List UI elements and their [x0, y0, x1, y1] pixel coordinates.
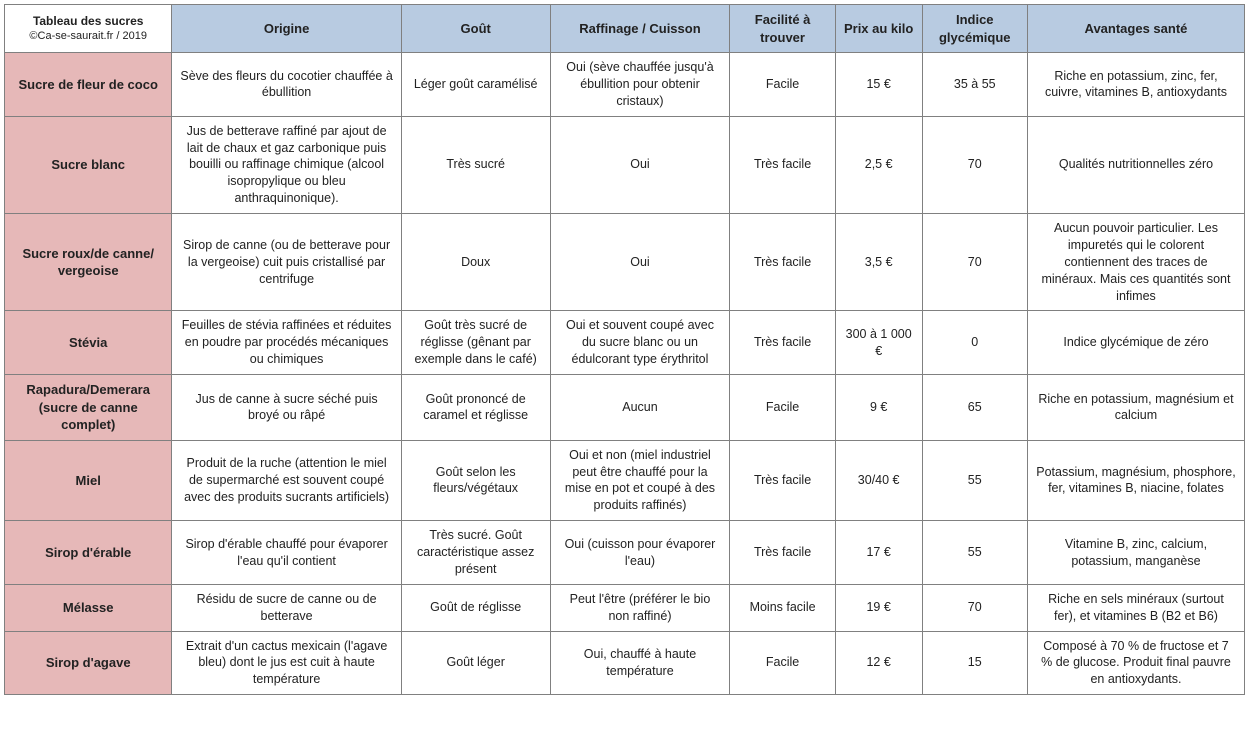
cell-5-4: 30/40 € — [835, 440, 922, 521]
cell-0-3: Facile — [730, 53, 835, 117]
row-header-6: Sirop d'érable — [5, 521, 172, 585]
cell-1-0: Jus de betterave raffiné par ajout de la… — [172, 116, 401, 213]
cell-2-5: 70 — [922, 214, 1027, 311]
cell-6-2: Oui (cuisson pour évaporer l'eau) — [550, 521, 730, 585]
cell-1-1: Très sucré — [401, 116, 550, 213]
cell-2-1: Doux — [401, 214, 550, 311]
cell-0-5: 35 à 55 — [922, 53, 1027, 117]
col-header-3: Facilité à trouver — [730, 5, 835, 53]
cell-4-6: Riche en potassium, magnésium et calcium — [1027, 375, 1244, 441]
table-subtitle: ©Ca-se-saurait.fr / 2019 — [13, 29, 163, 44]
cell-5-5: 55 — [922, 440, 1027, 521]
row-header-2: Sucre roux/de canne/ vergeoise — [5, 214, 172, 311]
cell-1-5: 70 — [922, 116, 1027, 213]
row-header-7: Mélasse — [5, 584, 172, 631]
cell-2-3: Très facile — [730, 214, 835, 311]
row-header-0: Sucre de fleur de coco — [5, 53, 172, 117]
cell-0-1: Léger goût caramélisé — [401, 53, 550, 117]
cell-6-4: 17 € — [835, 521, 922, 585]
table-row: MélasseRésidu de sucre de canne ou de be… — [5, 584, 1245, 631]
table-row: Sucre roux/de canne/ vergeoiseSirop de c… — [5, 214, 1245, 311]
cell-7-6: Riche en sels minéraux (surtout fer), et… — [1027, 584, 1244, 631]
cell-0-2: Oui (sève chauffée jusqu'à ébullition po… — [550, 53, 730, 117]
row-header-1: Sucre blanc — [5, 116, 172, 213]
cell-3-3: Très facile — [730, 311, 835, 375]
cell-2-2: Oui — [550, 214, 730, 311]
cell-7-5: 70 — [922, 584, 1027, 631]
table-row: Sucre de fleur de cocoSève des fleurs du… — [5, 53, 1245, 117]
table-row: Rapadura/Demerara (sucre de canne comple… — [5, 375, 1245, 441]
cell-3-1: Goût très sucré de réglisse (gênant par … — [401, 311, 550, 375]
col-header-2: Raffinage / Cuisson — [550, 5, 730, 53]
cell-7-2: Peut l'être (préférer le bio non raffiné… — [550, 584, 730, 631]
cell-8-6: Composé à 70 % de fructose et 7 % de glu… — [1027, 631, 1244, 695]
table-row: Sucre blancJus de betterave raffiné par … — [5, 116, 1245, 213]
row-header-5: Miel — [5, 440, 172, 521]
table-row: StéviaFeuilles de stévia raffinées et ré… — [5, 311, 1245, 375]
cell-6-3: Très facile — [730, 521, 835, 585]
cell-1-4: 2,5 € — [835, 116, 922, 213]
cell-4-2: Aucun — [550, 375, 730, 441]
cell-8-5: 15 — [922, 631, 1027, 695]
cell-0-6: Riche en potassium, zinc, fer, cuivre, v… — [1027, 53, 1244, 117]
header-row: Tableau des sucres ©Ca-se-saurait.fr / 2… — [5, 5, 1245, 53]
cell-3-4: 300 à 1 000 € — [835, 311, 922, 375]
cell-7-1: Goût de réglisse — [401, 584, 550, 631]
cell-1-6: Qualités nutritionnelles zéro — [1027, 116, 1244, 213]
cell-8-2: Oui, chauffé à haute température — [550, 631, 730, 695]
cell-5-2: Oui et non (miel industriel peut être ch… — [550, 440, 730, 521]
cell-6-0: Sirop d'érable chauffé pour évaporer l'e… — [172, 521, 401, 585]
row-header-4: Rapadura/Demerara (sucre de canne comple… — [5, 375, 172, 441]
cell-3-2: Oui et souvent coupé avec du sucre blanc… — [550, 311, 730, 375]
col-header-4: Prix au kilo — [835, 5, 922, 53]
row-header-3: Stévia — [5, 311, 172, 375]
cell-4-5: 65 — [922, 375, 1027, 441]
table-title: Tableau des sucres — [13, 13, 163, 29]
cell-4-0: Jus de canne à sucre séché puis broyé ou… — [172, 375, 401, 441]
cell-8-1: Goût léger — [401, 631, 550, 695]
cell-1-2: Oui — [550, 116, 730, 213]
sugars-table: Tableau des sucres ©Ca-se-saurait.fr / 2… — [4, 4, 1245, 695]
cell-4-4: 9 € — [835, 375, 922, 441]
table-row: Sirop d'agaveExtrait d'un cactus mexicai… — [5, 631, 1245, 695]
cell-0-4: 15 € — [835, 53, 922, 117]
cell-0-0: Sève des fleurs du cocotier chauffée à é… — [172, 53, 401, 117]
cell-2-6: Aucun pouvoir particulier. Les impuretés… — [1027, 214, 1244, 311]
table-row: Sirop d'érableSirop d'érable chauffé pou… — [5, 521, 1245, 585]
cell-5-6: Potassium, magnésium, phosphore, fer, vi… — [1027, 440, 1244, 521]
cell-8-0: Extrait d'un cactus mexicain (l'agave bl… — [172, 631, 401, 695]
cell-6-5: 55 — [922, 521, 1027, 585]
col-header-0: Origine — [172, 5, 401, 53]
cell-5-1: Goût selon les fleurs/végétaux — [401, 440, 550, 521]
cell-2-4: 3,5 € — [835, 214, 922, 311]
row-header-8: Sirop d'agave — [5, 631, 172, 695]
cell-7-4: 19 € — [835, 584, 922, 631]
col-header-5: Indice glycémique — [922, 5, 1027, 53]
cell-2-0: Sirop de canne (ou de betterave pour la … — [172, 214, 401, 311]
cell-7-0: Résidu de sucre de canne ou de betterave — [172, 584, 401, 631]
col-header-6: Avantages santé — [1027, 5, 1244, 53]
col-header-1: Goût — [401, 5, 550, 53]
cell-7-3: Moins facile — [730, 584, 835, 631]
cell-3-5: 0 — [922, 311, 1027, 375]
cell-1-3: Très facile — [730, 116, 835, 213]
cell-6-1: Très sucré. Goût caractéristique assez p… — [401, 521, 550, 585]
cell-8-4: 12 € — [835, 631, 922, 695]
cell-5-0: Produit de la ruche (attention le miel d… — [172, 440, 401, 521]
cell-3-6: Indice glycémique de zéro — [1027, 311, 1244, 375]
table-row: MielProduit de la ruche (attention le mi… — [5, 440, 1245, 521]
cell-5-3: Très facile — [730, 440, 835, 521]
cell-4-3: Facile — [730, 375, 835, 441]
cell-8-3: Facile — [730, 631, 835, 695]
cell-6-6: Vitamine B, zinc, calcium, potassium, ma… — [1027, 521, 1244, 585]
corner-cell: Tableau des sucres ©Ca-se-saurait.fr / 2… — [5, 5, 172, 53]
cell-3-0: Feuilles de stévia raffinées et réduites… — [172, 311, 401, 375]
cell-4-1: Goût prononcé de caramel et réglisse — [401, 375, 550, 441]
